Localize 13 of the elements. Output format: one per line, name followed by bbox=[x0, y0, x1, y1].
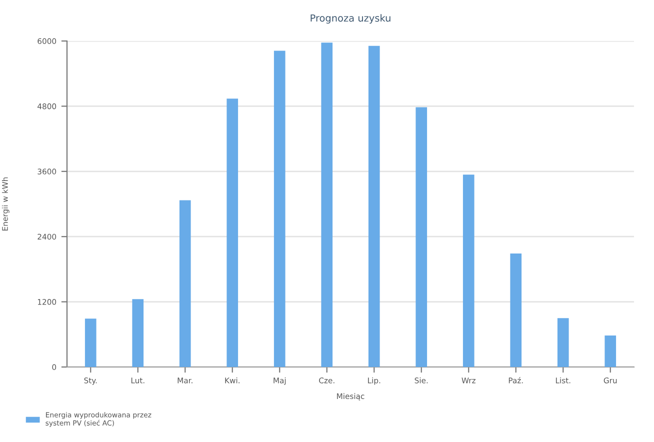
bar bbox=[416, 107, 428, 367]
bar bbox=[132, 299, 144, 367]
bar bbox=[321, 42, 333, 367]
bar bbox=[462, 174, 474, 367]
bar bbox=[368, 46, 380, 367]
bar bbox=[226, 98, 238, 367]
bar bbox=[557, 318, 569, 367]
bar bbox=[274, 50, 286, 367]
bar bbox=[604, 335, 616, 367]
chart-title: Prognoza uzysku bbox=[310, 14, 390, 24]
bar bbox=[179, 200, 191, 367]
bar bbox=[510, 253, 522, 367]
bar bbox=[84, 318, 96, 367]
